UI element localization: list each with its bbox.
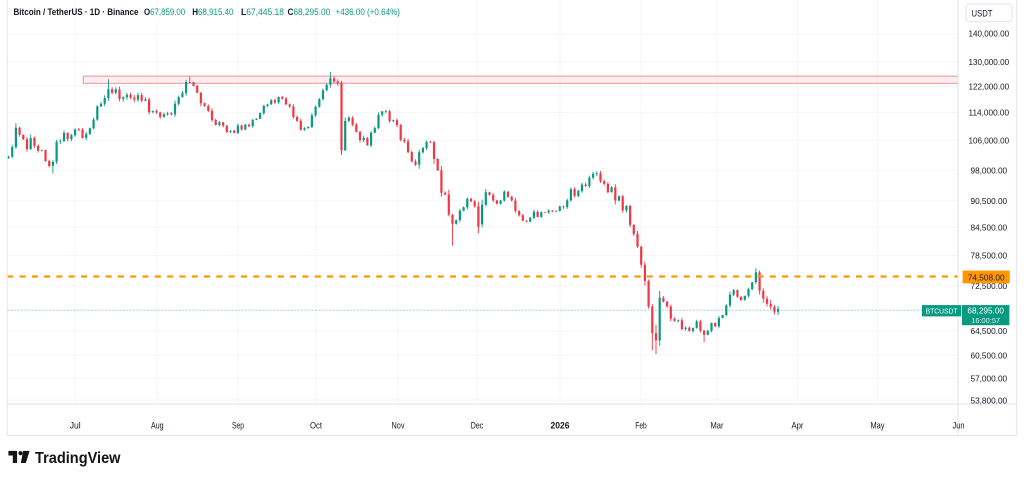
svg-text:Oct: Oct bbox=[310, 421, 322, 431]
svg-text:114,000.00: 114,000.00 bbox=[969, 108, 1010, 118]
svg-text:90,500.00: 90,500.00 bbox=[971, 196, 1008, 206]
svg-text:98,000.00: 98,000.00 bbox=[971, 166, 1008, 176]
svg-text:Apr: Apr bbox=[792, 421, 804, 431]
svg-text:O67,859.00: O67,859.00 bbox=[144, 7, 185, 17]
svg-text:C68,295.00: C68,295.00 bbox=[288, 7, 331, 17]
svg-text:L67,445.18: L67,445.18 bbox=[241, 7, 284, 17]
svg-text:16:00:57: 16:00:57 bbox=[971, 316, 1000, 325]
svg-text:60,500.00: 60,500.00 bbox=[971, 350, 1008, 360]
svg-text:57,000.00: 57,000.00 bbox=[971, 373, 1008, 383]
svg-text:+436.00 (+0.64%): +436.00 (+0.64%) bbox=[336, 7, 400, 17]
svg-text:53,800.00: 53,800.00 bbox=[971, 395, 1008, 405]
svg-text:May: May bbox=[871, 421, 885, 431]
svg-text:140,000.00: 140,000.00 bbox=[969, 29, 1010, 39]
svg-text:68,295.00: 68,295.00 bbox=[967, 305, 1004, 315]
svg-text:64,500.00: 64,500.00 bbox=[971, 326, 1008, 336]
svg-text:BTCUSDT: BTCUSDT bbox=[926, 306, 958, 315]
svg-text:USDT: USDT bbox=[972, 8, 993, 19]
svg-text:Jun: Jun bbox=[953, 421, 965, 431]
svg-text:Jul: Jul bbox=[70, 421, 81, 431]
svg-text:Bitcoin / TetherUS · 1D · Bina: Bitcoin / TetherUS · 1D · Binance bbox=[14, 7, 139, 17]
svg-text:Aug: Aug bbox=[151, 421, 164, 431]
svg-text:78,500.00: 78,500.00 bbox=[971, 251, 1008, 261]
svg-text:Feb: Feb bbox=[635, 421, 647, 431]
svg-text:2026: 2026 bbox=[551, 421, 570, 431]
svg-text:122,000.00: 122,000.00 bbox=[969, 82, 1010, 92]
svg-text:72,500.00: 72,500.00 bbox=[971, 281, 1008, 291]
svg-text:106,000.00: 106,000.00 bbox=[969, 135, 1010, 145]
svg-text:74,508.00: 74,508.00 bbox=[968, 272, 1005, 282]
svg-text:H68,915.40: H68,915.40 bbox=[192, 7, 233, 17]
svg-text:Nov: Nov bbox=[392, 421, 405, 431]
svg-text:84,500.00: 84,500.00 bbox=[971, 222, 1008, 232]
svg-text:Sep: Sep bbox=[232, 421, 244, 431]
svg-text:130,000.00: 130,000.00 bbox=[969, 57, 1010, 67]
svg-text:Mar: Mar bbox=[711, 421, 724, 431]
svg-text:TradingView: TradingView bbox=[35, 450, 121, 467]
svg-text:Dec: Dec bbox=[471, 421, 484, 431]
